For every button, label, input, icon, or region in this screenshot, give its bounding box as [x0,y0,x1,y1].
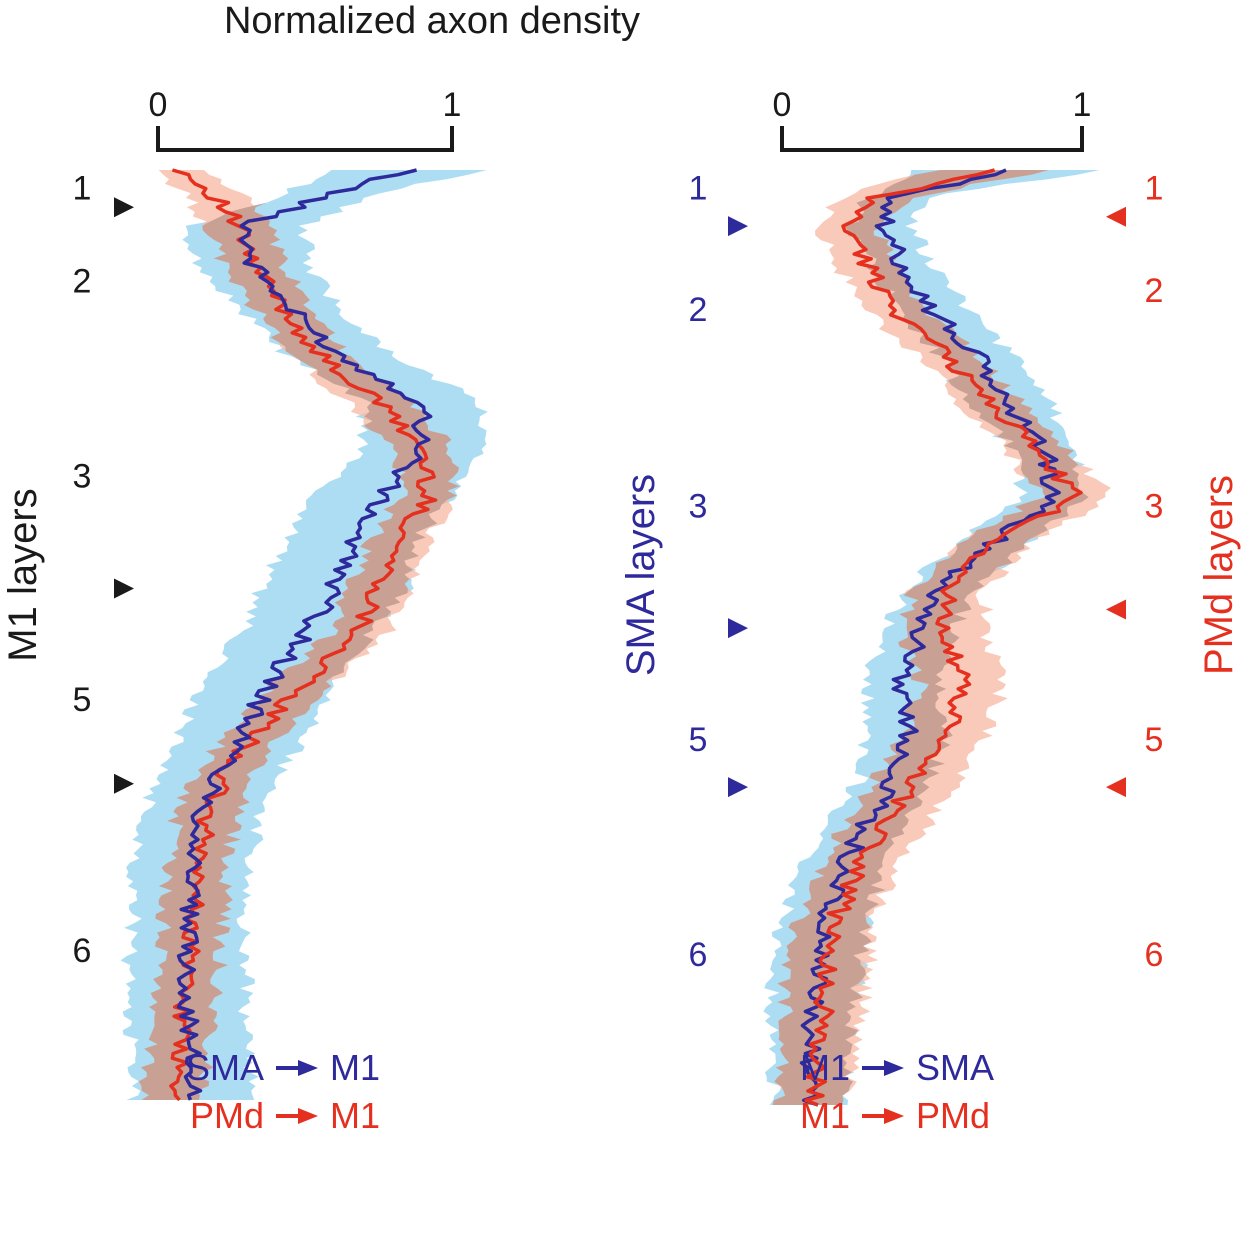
pmd-boundary-marker [1106,777,1126,798]
legend-source: SMA [186,1047,264,1088]
sma-layer-label: 6 [689,936,708,974]
pmd-layer-label: 3 [1145,487,1164,525]
sma-boundary-marker [728,216,748,237]
legend-source: PMd [190,1095,264,1136]
x-tick-label: 0 [149,86,168,124]
sma-boundary-marker [728,618,748,639]
sma-layer-label: 3 [689,487,708,525]
pmd-layer-label: 5 [1145,721,1164,759]
x-tick-label: 1 [1073,86,1092,124]
x-tick-label: 0 [773,86,792,124]
pmd-layer-label: 6 [1145,936,1164,974]
sma-layer-label: 1 [689,169,708,207]
legend-arrow-head [298,1060,318,1076]
layer-boundary-marker [114,197,134,218]
x-axis-scale-bar [156,126,454,152]
figure-title: Normalized axon density [224,0,640,42]
legend-arrow-head [298,1108,318,1124]
legend-target: PMd [916,1095,990,1136]
legend-source: M1 [800,1095,850,1136]
legend-target: SMA [916,1047,994,1088]
layer-boundary-marker [114,773,134,794]
layer-label: 3 [73,458,92,496]
pmd-layer-label: 2 [1145,272,1164,310]
legend-arrow-head [884,1108,904,1124]
y-axis-label: M1 layers [1,488,45,661]
sma-axis-label: SMA layers [619,474,663,676]
legend-source: M1 [800,1047,850,1088]
pmd-boundary-marker [1106,599,1126,620]
layer-boundary-marker [114,578,134,599]
x-axis-scale-bar [780,126,1084,152]
panel-right: 0 1 M1 SMA M1 PMd 1 2 3 5 6 1 2 3 5 6 SMA layers PMd laye… [619,86,1241,1136]
pmd-layer-label: 1 [1145,169,1164,207]
legend-arrow-head [884,1060,904,1076]
layer-label: 1 [73,169,92,207]
pmd-boundary-marker [1106,206,1126,227]
layer-label: 2 [73,262,92,300]
layer-label: 5 [73,681,92,719]
layer-label: 6 [73,932,92,970]
legend-target: M1 [330,1095,380,1136]
x-tick-label: 1 [443,86,462,124]
pmd-axis-label: PMd layers [1197,475,1241,675]
panel-left: 0 1 SMA M1 PMd M1 1 2 3 5 6 M1 layers [1,86,488,1136]
series-line-red [804,168,1083,1107]
series-line-blue [799,168,1061,1107]
sma-layer-label: 5 [689,721,708,759]
series-line-blue [176,168,433,1101]
legend-target: M1 [330,1047,380,1088]
sma-layer-label: 2 [689,291,708,329]
sma-boundary-marker [728,777,748,798]
